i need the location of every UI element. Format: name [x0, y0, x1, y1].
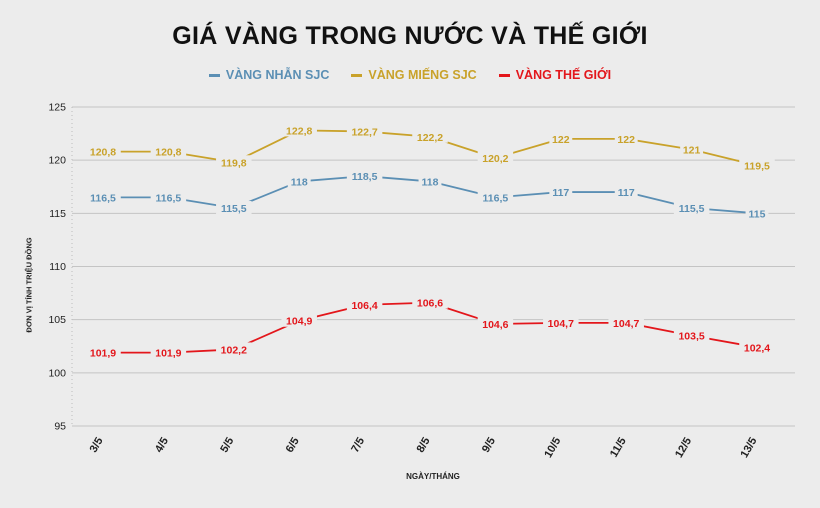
data-label: 116,5	[90, 192, 116, 204]
y-tick-label: 95	[54, 421, 66, 433]
legend-swatch-vang-nhan-sjc	[208, 73, 220, 77]
legend-swatch-vang-mieng-sjc	[351, 73, 363, 77]
data-label: 117	[552, 187, 569, 199]
data-label: 116,5	[483, 192, 509, 204]
data-label: 116,5	[156, 192, 182, 204]
x-tick-label: 5/5	[218, 436, 236, 455]
legend-item-vang-mieng-sjc: VÀNG MIẾNG SJC	[351, 68, 477, 82]
data-label-bg	[614, 185, 638, 199]
data-label: 102,2	[221, 344, 247, 356]
data-label-bg	[412, 295, 448, 309]
data-label-bg	[150, 190, 187, 204]
data-label-bg	[549, 185, 573, 199]
data-label-bg	[412, 129, 448, 143]
data-label: 122,2	[417, 132, 443, 144]
data-label-bg	[150, 144, 187, 158]
x-tick-label: 4/5	[153, 436, 171, 455]
y-tick-label: 120	[48, 155, 66, 167]
legend-label-vang-mieng-sjc: VÀNG MIẾNG SJC	[368, 68, 477, 82]
data-label-bg	[281, 123, 317, 137]
x-tick-label: 9/5	[480, 436, 498, 455]
data-label: 106,6	[417, 298, 443, 310]
data-label-bg	[281, 313, 317, 327]
data-label: 122,8	[286, 125, 312, 137]
data-label-bg	[85, 345, 121, 359]
data-label-bg	[85, 190, 121, 204]
x-tick-label: 13/5	[738, 436, 759, 461]
data-label-bg	[216, 342, 252, 356]
data-label-bg	[150, 345, 187, 359]
chart-legend: VÀNG NHẪN SJC VÀNG MIẾNG SJC VÀNG THẾ GI…	[0, 68, 820, 82]
data-label: 118	[422, 176, 439, 188]
data-label: 121	[683, 145, 701, 157]
data-label: 118,5	[352, 171, 378, 183]
data-label-bg	[287, 174, 311, 188]
legend-label-vang-nhan-sjc: VÀNG NHẪN SJC	[225, 68, 330, 82]
legend-item-vang-nhan-sjc: VÀNG NHẪN SJC	[208, 68, 330, 82]
data-label: 119,8	[221, 157, 247, 169]
data-label: 115,5	[679, 203, 705, 215]
data-label-bg	[608, 315, 644, 329]
data-label-bg	[673, 201, 710, 215]
data-label: 119,5	[744, 160, 770, 172]
data-label-bg	[680, 142, 704, 156]
x-tick-label: 8/5	[415, 436, 433, 455]
data-label-bg	[477, 151, 514, 165]
data-label-bg	[418, 174, 442, 188]
x-tick-label: 11/5	[608, 436, 629, 460]
data-label: 103,5	[678, 331, 704, 343]
data-label: 115	[749, 208, 766, 220]
data-label-bg	[543, 315, 579, 329]
data-label-bg	[739, 158, 775, 172]
x-tick-label: 10/5	[542, 436, 563, 461]
data-label-bg	[673, 328, 710, 342]
legend-item-vang-the-gioi: VÀNG THẾ GIỚI	[498, 68, 612, 82]
x-tick-label: 7/5	[349, 436, 367, 455]
y-tick-label: 110	[49, 261, 66, 273]
data-label-bg	[614, 131, 638, 145]
data-label-bg	[346, 297, 383, 311]
data-label-bg	[346, 124, 383, 138]
data-label: 101,9	[90, 348, 116, 360]
x-axis-label: NGÀY/THÁNG	[406, 472, 460, 481]
data-label-bg	[477, 316, 514, 330]
data-label: 104,7	[613, 318, 639, 330]
legend-label-vang-the-gioi: VÀNG THẾ GIỚI	[515, 68, 612, 82]
data-label: 122,7	[351, 126, 377, 138]
data-label: 104,9	[286, 316, 312, 328]
chart-title: GIÁ VÀNG TRONG NƯỚC VÀ THẾ GIỚI	[172, 22, 648, 50]
data-label-bg	[85, 144, 121, 158]
data-label: 120,8	[155, 147, 181, 159]
data-label: 120,2	[482, 153, 508, 165]
legend-swatch-vang-the-gioi	[498, 73, 510, 77]
data-label-bg	[549, 131, 573, 145]
data-label: 104,7	[548, 318, 574, 330]
y-tick-label: 100	[48, 367, 66, 379]
y-tick-label: 105	[48, 314, 66, 326]
x-tick-label: 3/5	[88, 436, 106, 455]
data-label-bg	[216, 155, 252, 169]
data-label: 120,8	[90, 147, 116, 159]
series-line	[103, 301, 758, 354]
data-label: 115,5	[221, 203, 247, 215]
data-label-bg	[216, 201, 252, 215]
data-label: 122	[617, 134, 635, 146]
data-label: 118	[291, 176, 308, 188]
data-label: 102,4	[744, 342, 770, 354]
y-tick-label: 115	[49, 208, 66, 220]
data-label-bg	[745, 206, 769, 220]
data-label: 117	[618, 187, 635, 199]
data-label: 122	[552, 134, 570, 146]
y-tick-label: 125	[48, 102, 66, 114]
data-label: 101,9	[155, 348, 181, 360]
data-label-bg	[739, 340, 775, 354]
data-label: 106,4	[351, 300, 377, 312]
data-label-bg	[346, 169, 383, 183]
data-label: 104,6	[482, 319, 508, 331]
data-label-bg	[477, 190, 514, 204]
x-tick-label: 6/5	[284, 436, 302, 455]
x-tick-label: 12/5	[673, 436, 694, 461]
